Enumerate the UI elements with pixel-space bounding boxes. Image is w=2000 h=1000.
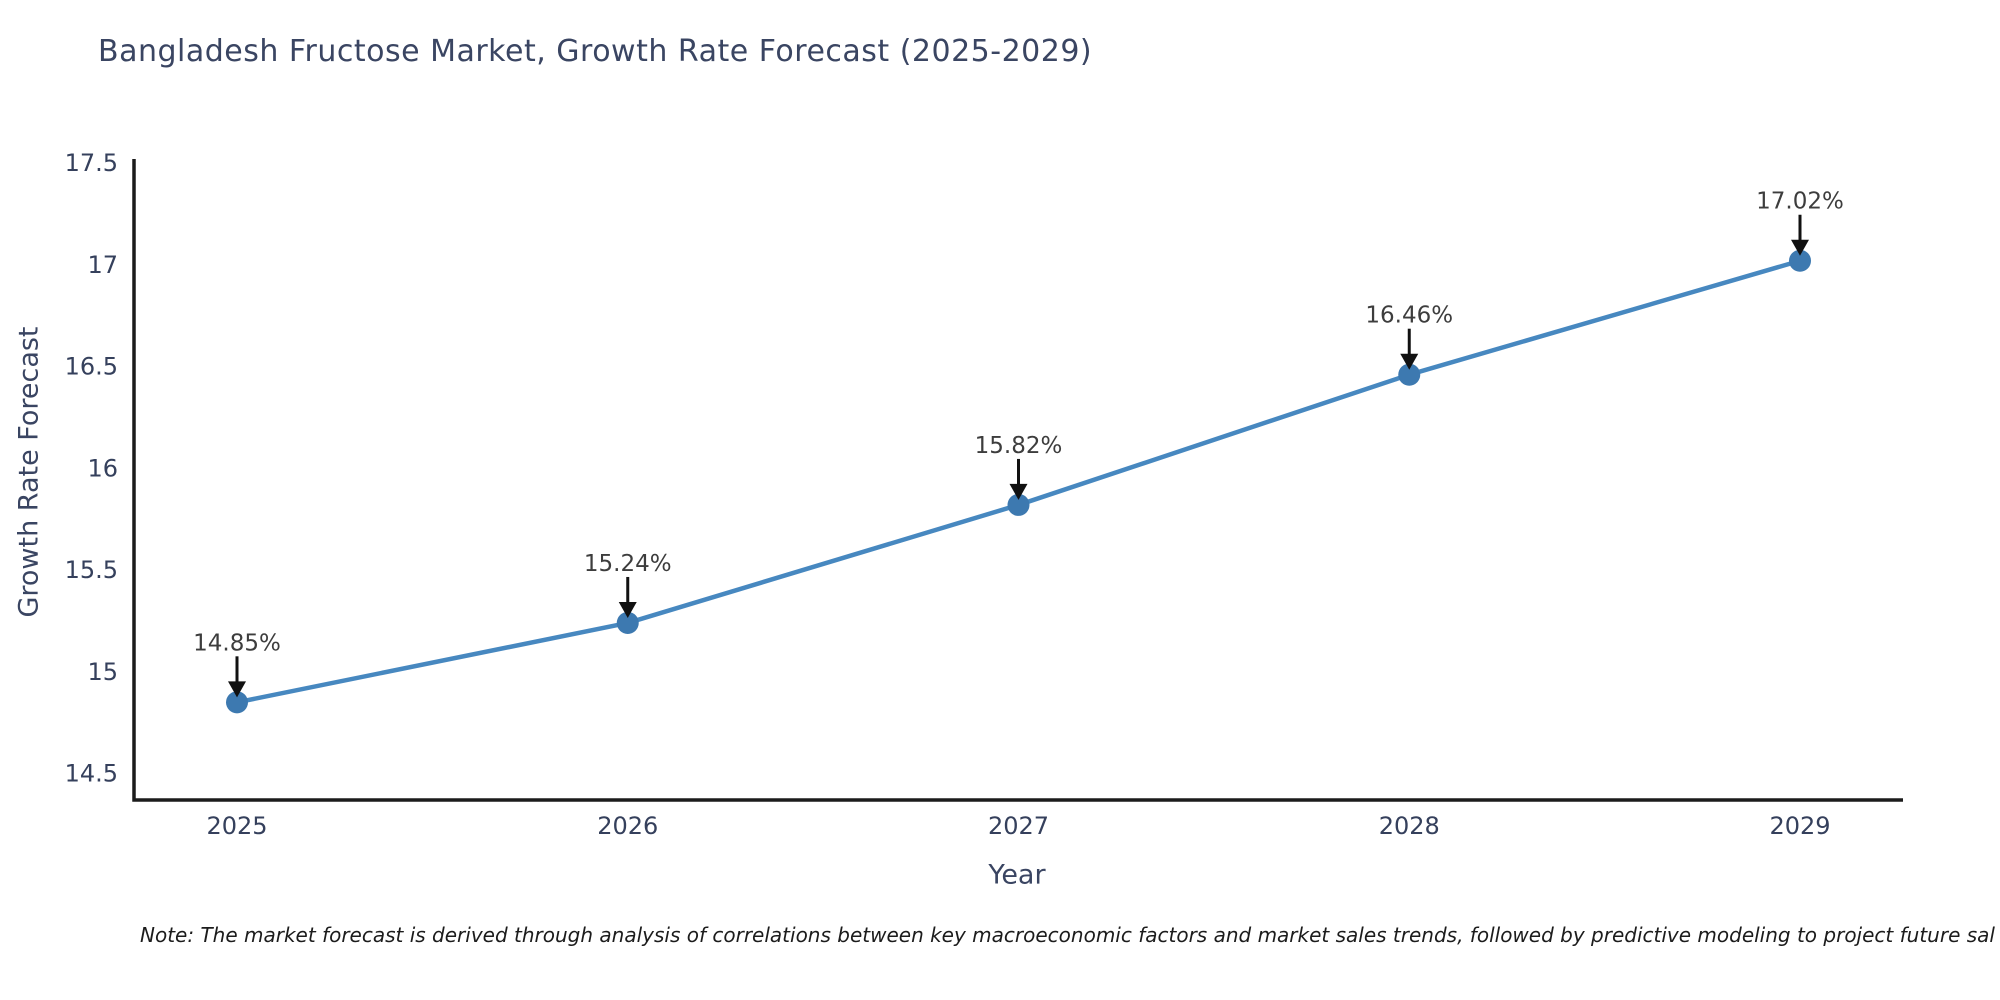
y-tick-label: 17 xyxy=(87,251,118,279)
x-tick-label: 2026 xyxy=(597,812,658,840)
chart-title: Bangladesh Fructose Market, Growth Rate … xyxy=(98,34,1093,69)
annotation-label: 15.24% xyxy=(584,551,672,577)
annotation-label: 17.02% xyxy=(1756,189,1844,215)
data-point-marker xyxy=(1007,493,1030,516)
x-tick-label: 2028 xyxy=(1379,812,1440,840)
annotation-arrow-head xyxy=(1400,353,1419,370)
annotation-arrow-head xyxy=(1791,239,1809,256)
x-axis-title: Year xyxy=(988,859,1046,891)
x-tick-label: 2025 xyxy=(206,812,267,840)
y-tick-label: 17.5 xyxy=(65,149,118,177)
x-tick-label: 2029 xyxy=(1769,812,1830,840)
annotation-arrow-head xyxy=(1009,483,1028,500)
data-point-marker xyxy=(616,611,639,634)
y-tick-label: 16.5 xyxy=(65,353,118,381)
y-tick-label: 15 xyxy=(87,658,118,686)
annotation-label: 14.85% xyxy=(193,630,281,656)
annotation-label: 15.82% xyxy=(975,433,1063,459)
y-tick-label: 16 xyxy=(87,454,118,482)
x-tick-label: 2027 xyxy=(988,812,1049,840)
annotation-arrow-head xyxy=(228,681,246,698)
footnote: Note: The market forecast is derived thr… xyxy=(140,923,1995,947)
annotation-arrow-head xyxy=(618,601,637,618)
data-point-marker xyxy=(1789,249,1811,272)
data-point-marker xyxy=(1398,363,1421,386)
annotation-label: 16.46% xyxy=(1365,303,1453,329)
data-point-marker xyxy=(226,691,248,714)
y-tick-label: 14.5 xyxy=(65,760,118,788)
axes-lines xyxy=(132,159,1903,802)
y-tick-label: 15.5 xyxy=(65,556,118,584)
